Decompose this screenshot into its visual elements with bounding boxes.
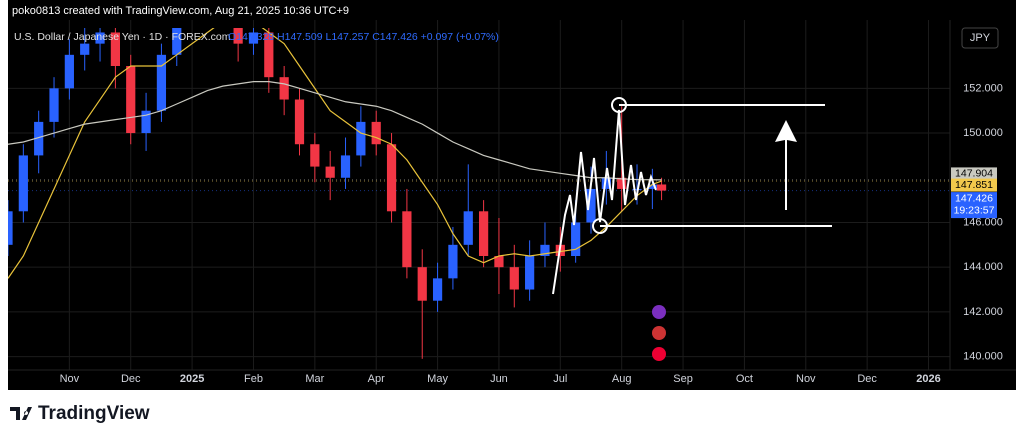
candle-body — [64, 54, 74, 89]
price-tag — [951, 178, 997, 192]
event-icons[interactable] — [652, 305, 666, 361]
candle-body — [371, 121, 381, 145]
candle-body — [310, 144, 320, 167]
candle-body — [34, 121, 44, 156]
candle-body — [18, 155, 28, 212]
candle-body — [110, 32, 120, 66]
candle-body — [525, 256, 535, 290]
candle-body — [402, 211, 412, 268]
candle-body — [80, 43, 90, 55]
price-tag-label: 147.851 — [955, 179, 993, 191]
candle-body — [448, 244, 458, 279]
candle-body — [540, 244, 550, 256]
candle-body — [617, 177, 627, 189]
candle-body — [601, 177, 611, 189]
candle-body — [248, 32, 259, 44]
candle-body — [509, 267, 519, 290]
drawing — [552, 97, 832, 295]
logo: TradingView — [10, 403, 150, 424]
candle-body — [571, 222, 581, 256]
candle-body — [356, 121, 366, 156]
candle-body — [656, 184, 667, 191]
candle-body — [264, 32, 274, 78]
candle-body — [340, 155, 351, 178]
event-icon[interactable] — [652, 347, 666, 361]
x-tick-label: Nov — [60, 373, 80, 385]
candle-body — [126, 66, 136, 134]
brand: TradingView — [38, 403, 150, 424]
x-tick-label: Aug — [612, 373, 632, 385]
x-tick-label: 2026 — [916, 373, 940, 385]
candle-body — [386, 144, 397, 212]
moving-average — [8, 28, 662, 279]
candle-body — [325, 166, 335, 178]
x-tick-label: Dec — [857, 373, 877, 385]
candle-body — [156, 54, 167, 111]
price-tag-label: 147.426 — [955, 192, 993, 204]
candle-body — [417, 267, 427, 301]
up-arrow — [775, 120, 797, 210]
x-tick-label: Jun — [490, 373, 508, 385]
candle-body — [586, 188, 596, 223]
currency[interactable]: JPY — [970, 32, 991, 44]
header: poko0813 created with TradingView.com, A… — [12, 5, 349, 17]
chart-background — [8, 0, 1016, 390]
ohlc-legend: O147.328 H147.509 L147.257 C147.426 +0.0… — [228, 31, 499, 43]
x-tick-label: Jul — [553, 373, 567, 385]
event-icon[interactable] — [652, 326, 666, 340]
candle-body — [172, 28, 182, 55]
price-tag-label: 147.904 — [955, 168, 993, 180]
candle-body — [95, 32, 105, 44]
zigzag — [552, 109, 657, 295]
x-tick-label: Apr — [368, 373, 385, 385]
candle-body — [279, 77, 289, 100]
x-tick-label: 2025 — [180, 373, 204, 385]
candle-body — [647, 184, 657, 189]
candle-body — [233, 28, 243, 44]
currency-box[interactable] — [961, 27, 999, 49]
countdown: 19:23:57 — [954, 204, 995, 216]
x-tick-label: May — [427, 373, 448, 385]
price-tag — [951, 192, 997, 219]
candle-body — [294, 99, 305, 145]
y-tick-label: 152.000 — [963, 82, 1003, 94]
candle-body — [8, 211, 13, 245]
candle-body — [494, 256, 504, 268]
moving-average — [8, 81, 662, 181]
x-tick-label: Sep — [673, 373, 693, 385]
candle-body — [49, 88, 59, 122]
candle-body — [463, 211, 473, 245]
event-icon[interactable] — [652, 305, 666, 319]
price-tag — [951, 167, 997, 181]
x-tick-label: Oct — [736, 373, 753, 385]
candle-body — [479, 211, 489, 256]
x-tick-label: Nov — [796, 373, 816, 385]
y-tick-label: 142.000 — [963, 306, 1003, 318]
x-tick-label: Dec — [121, 373, 141, 385]
candle-body — [141, 110, 151, 134]
y-tick-label: 144.000 — [963, 261, 1003, 273]
x-tick-label: Mar — [305, 373, 324, 385]
candle-body — [432, 278, 443, 301]
y-tick-label: 140.000 — [963, 350, 1003, 362]
x-tick-label: Feb — [244, 373, 263, 385]
y-tick-label: 146.000 — [963, 216, 1003, 228]
y-tick-label: 150.000 — [963, 127, 1003, 139]
symbol: U.S. Dollar / Japanese Yen · 1D · FOREX.… — [14, 31, 231, 43]
